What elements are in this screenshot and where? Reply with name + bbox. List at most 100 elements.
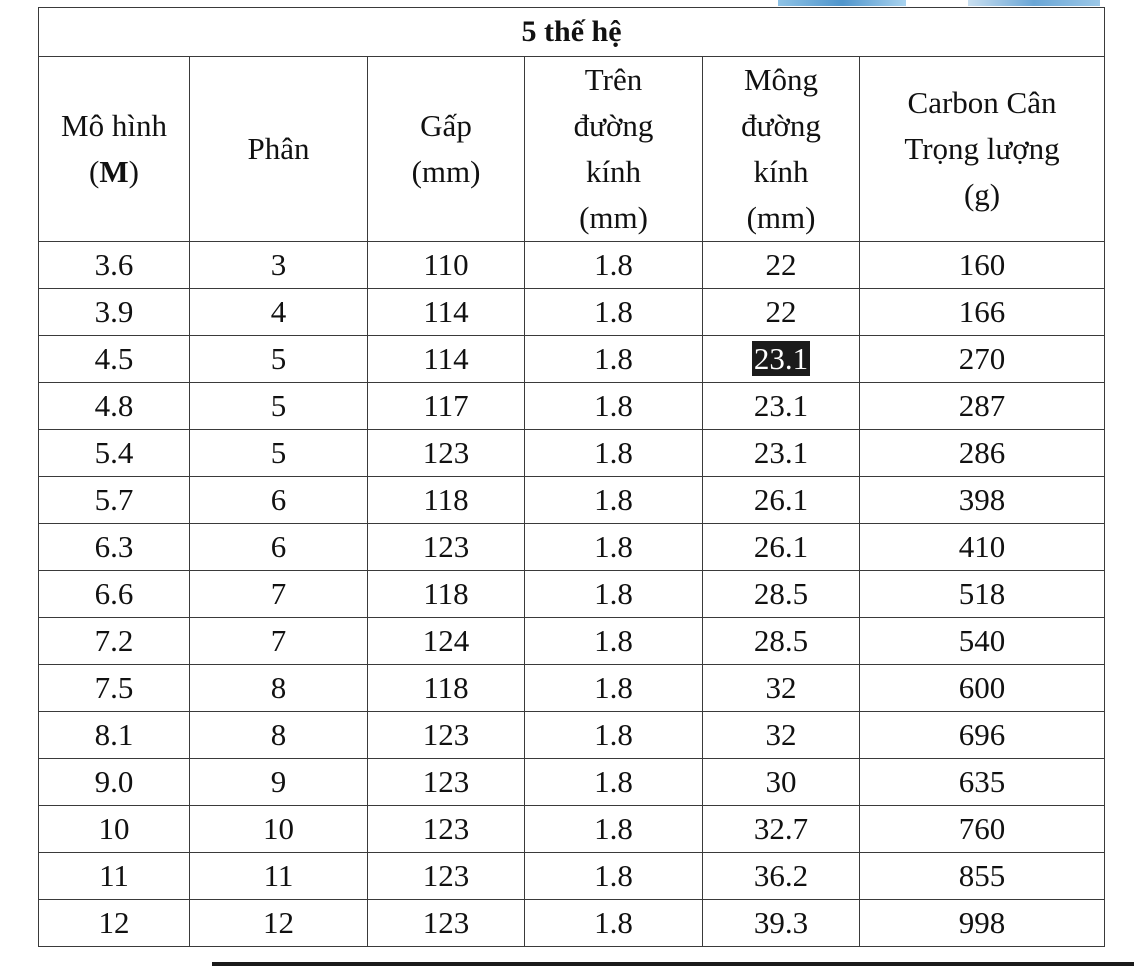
header-row: Mô hình (M) Phân Gấp (mm) Trên đường kín… — [38, 56, 1106, 242]
cell-model: 3.9 — [38, 288, 190, 336]
cell-value: 11 — [263, 858, 294, 893]
cell-fold-length: 117 — [367, 382, 525, 430]
cell-value: 287 — [958, 388, 1006, 423]
cell-value: 1.8 — [594, 482, 633, 517]
cell-value: 855 — [958, 858, 1006, 893]
cell-value: 10 — [263, 811, 294, 846]
table-body: 3.6 3 110 1.8 22 160 3.9 4 114 1.8 22 166 4.5 5 114 1.8… — [38, 241, 1106, 947]
cell-top-diameter: 1.8 — [524, 664, 703, 712]
cell-carbon-weight: 855 — [858, 852, 1106, 900]
cell-carbon-weight: 286 — [858, 429, 1106, 477]
cell-model: 5.4 — [38, 429, 190, 477]
cell-value: 28.5 — [753, 576, 809, 611]
bottom-divider — [212, 962, 1134, 966]
cell-sections: 10 — [189, 805, 368, 853]
decorative-image-strip-left — [778, 0, 906, 6]
cell-butt-diameter: 26.1 — [702, 523, 860, 571]
cell-value: 32 — [765, 717, 797, 752]
cell-butt-diameter: 22 — [702, 241, 860, 289]
cell-value: 1.8 — [594, 388, 633, 423]
table-row: 4.8 5 117 1.8 23.1 287 — [38, 382, 1106, 430]
cell-value: 9.0 — [94, 764, 134, 799]
cell-top-diameter: 1.8 — [524, 805, 703, 853]
header-fold-length: Gấp (mm) — [367, 56, 525, 242]
cell-fold-length: 118 — [367, 476, 525, 524]
cell-value: 998 — [958, 905, 1006, 940]
table-row: 3.9 4 114 1.8 22 166 — [38, 288, 1106, 336]
cell-butt-diameter: 23.1 — [702, 335, 860, 383]
cell-model: 7.5 — [38, 664, 190, 712]
cell-top-diameter: 1.8 — [524, 711, 703, 759]
table-title: 5 thế hệ — [37, 7, 1106, 57]
cell-fold-length: 118 — [367, 570, 525, 618]
table-row: 5.7 6 118 1.8 26.1 398 — [38, 476, 1106, 524]
cell-value: 635 — [958, 764, 1006, 799]
cell-carbon-weight: 998 — [858, 899, 1106, 947]
cell-model: 6.6 — [38, 570, 190, 618]
cell-value: 1.8 — [594, 905, 633, 940]
cell-carbon-weight: 287 — [858, 382, 1106, 430]
cell-model: 5.7 — [38, 476, 190, 524]
cell-value: 123 — [422, 811, 470, 846]
cell-value: 36.2 — [753, 858, 809, 893]
cell-value: 123 — [422, 529, 470, 564]
cell-fold-length: 114 — [367, 288, 525, 336]
cell-top-diameter: 1.8 — [524, 758, 703, 806]
header-sections: Phân — [189, 56, 368, 242]
cell-value: 123 — [422, 435, 470, 470]
table-row: 6.3 6 123 1.8 26.1 410 — [38, 523, 1106, 571]
cell-top-diameter: 1.8 — [524, 288, 703, 336]
cell-value: 696 — [958, 717, 1006, 752]
cell-butt-diameter: 26.1 — [702, 476, 860, 524]
cell-value: 23.1 — [753, 435, 809, 470]
cell-value: 12 — [263, 905, 294, 940]
cell-value: 6.6 — [94, 576, 134, 611]
cell-sections: 3 — [189, 241, 368, 289]
cell-value: 518 — [958, 576, 1006, 611]
cell-fold-length: 123 — [367, 758, 525, 806]
cell-value: 1.8 — [594, 529, 633, 564]
cell-value: 7 — [270, 623, 287, 658]
table-row: 8.1 8 123 1.8 32 696 — [38, 711, 1106, 759]
cell-value: 1.8 — [594, 294, 633, 329]
table-row: 4.5 5 114 1.8 23.1 270 — [38, 335, 1106, 383]
cell-fold-length: 118 — [367, 664, 525, 712]
table-row: 11 11 123 1.8 36.2 855 — [38, 852, 1106, 900]
cell-value: 23.1 — [753, 388, 809, 423]
cell-butt-diameter: 39.3 — [702, 899, 860, 947]
cell-butt-diameter: 22 — [702, 288, 860, 336]
cell-butt-diameter: 32 — [702, 664, 860, 712]
cell-model: 12 — [38, 899, 190, 947]
cell-sections: 4 — [189, 288, 368, 336]
cell-value: 8 — [270, 670, 287, 705]
cell-value: 1.8 — [594, 764, 633, 799]
cell-carbon-weight: 635 — [858, 758, 1106, 806]
header-top-diameter: Trên đường kính (mm) — [524, 56, 703, 242]
cell-model: 6.3 — [38, 523, 190, 571]
cell-value: 124 — [422, 623, 470, 658]
cell-model: 9.0 — [38, 758, 190, 806]
table-row: 6.6 7 118 1.8 28.5 518 — [38, 570, 1106, 618]
header-carbon-weight: Carbon Cân Trọng lượng (g) — [858, 56, 1106, 242]
cell-fold-length: 110 — [367, 241, 525, 289]
cell-value: 12 — [98, 905, 130, 940]
cell-value: 398 — [958, 482, 1006, 517]
cell-value: 7 — [270, 576, 287, 611]
cell-butt-diameter: 32.7 — [702, 805, 860, 853]
cell-value: 5.4 — [94, 435, 134, 470]
cell-value: 3.9 — [94, 294, 134, 329]
cell-model: 10 — [38, 805, 190, 853]
cell-top-diameter: 1.8 — [524, 852, 703, 900]
cell-carbon-weight: 760 — [858, 805, 1106, 853]
cell-model: 3.6 — [38, 241, 190, 289]
cell-value: 410 — [958, 529, 1006, 564]
cell-value: 11 — [99, 858, 129, 893]
cell-value: 26.1 — [753, 529, 809, 564]
cell-value: 118 — [423, 576, 469, 611]
cell-value: 9 — [270, 764, 287, 799]
cell-value: 1.8 — [594, 623, 633, 658]
cell-value: 286 — [958, 435, 1006, 470]
cell-sections: 5 — [189, 429, 368, 477]
cell-value: 23.1 — [751, 341, 811, 376]
cell-value: 30 — [765, 764, 797, 799]
